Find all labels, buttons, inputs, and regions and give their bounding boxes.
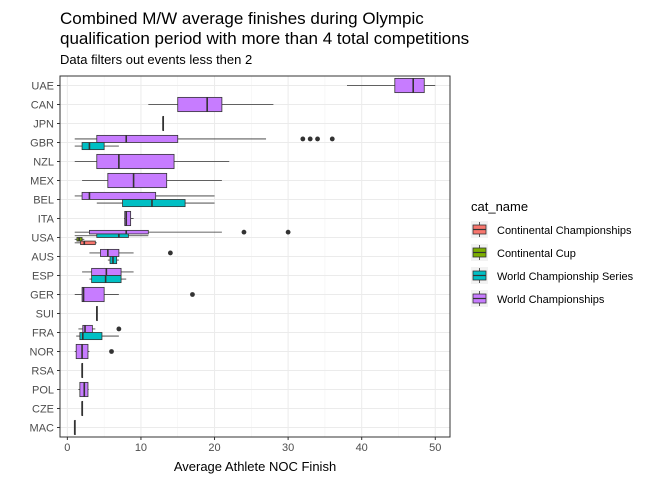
outlier-point [109, 349, 114, 354]
box-nzl-world-championships [74, 153, 230, 170]
box-ita-world-championships [124, 210, 134, 227]
box-fra-world-championships [78, 324, 122, 333]
legend-label: World Championship Series [497, 271, 634, 283]
box-iqr [80, 240, 96, 246]
box-usa-continental-championships [74, 240, 97, 246]
box-fra-world-championship-series [76, 332, 119, 341]
box-iqr [124, 210, 132, 227]
legend-label: Continental Championships [497, 225, 632, 237]
box-iqr [81, 142, 105, 151]
box-iqr [122, 199, 186, 208]
outlier-point [285, 229, 291, 235]
x-tick-label: 30 [282, 442, 294, 454]
y-tick-label-ger: GER [30, 290, 54, 302]
box-marks [73, 77, 436, 436]
box-iqr [81, 191, 157, 200]
box-iqr [96, 233, 129, 238]
box-iqr [81, 286, 105, 303]
outlier-point [307, 136, 313, 142]
y-axis: UAE CAN JPN GBR NZL MEX BEL ITA USA AUS ESP GER SUI F… [30, 81, 60, 435]
box-can-world-championships [148, 96, 274, 113]
box-iqr [100, 248, 120, 257]
box-mac-world-championships [73, 419, 76, 436]
outlier-point [116, 326, 122, 332]
y-tick-label-can: CAN [31, 100, 54, 112]
y-tick-label-sui: SUI [36, 309, 54, 321]
y-tick-label-fra: FRA [32, 328, 55, 340]
box-mex-world-championships [82, 172, 222, 189]
box-nor-world-championships [74, 343, 114, 360]
box-iqr [177, 96, 223, 113]
legend-title: cat_name [471, 199, 528, 214]
box-iqr [79, 332, 103, 341]
box-usa-world-championship-series [74, 233, 149, 238]
outlier-point [190, 292, 195, 297]
x-tick-label: 10 [135, 442, 147, 454]
box-gbr-world-championship-series [74, 142, 119, 151]
box-iqr [89, 229, 149, 235]
chart-title-line-1: Combined M/W average finishes during Oly… [60, 9, 424, 28]
box-gbr-world-championships [74, 134, 335, 143]
x-axis-title: Average Athlete NOC Finish [174, 459, 336, 474]
x-tick-label: 0 [64, 442, 70, 454]
box-aus-world-championship-series [107, 256, 119, 265]
y-tick-label-usa: USA [31, 233, 54, 245]
box-bel-world-championships [74, 191, 215, 200]
legend: cat_name Continental Championships Contin… [471, 199, 634, 307]
chart-title-line-2: qualification period with more than 4 to… [60, 29, 469, 48]
y-tick-label-cze: CZE [32, 404, 54, 416]
legend-item-world-championship-series: World Championship Series [471, 267, 634, 284]
outlier-point [241, 229, 247, 235]
y-tick-label-gbr: GBR [30, 138, 54, 150]
legend-item-world-championships: World Championships [471, 290, 605, 307]
y-tick-label-mac: MAC [30, 423, 55, 435]
x-tick-label: 20 [208, 442, 220, 454]
box-iqr [107, 172, 168, 189]
box-usa-continental-cup [74, 237, 85, 242]
outlier-point [329, 136, 335, 142]
y-tick-label-aus: AUS [31, 252, 54, 264]
y-tick-label-bel: BEL [33, 195, 54, 207]
y-tick-label-jpn: JPN [33, 119, 54, 131]
x-tick-label: 50 [429, 442, 441, 454]
y-tick-label-mex: MEX [30, 176, 55, 188]
box-bel-world-championship-series [96, 199, 215, 208]
box-rsa-world-championships [81, 362, 84, 379]
box-cze-world-championships [81, 400, 84, 417]
outlier-point [167, 250, 173, 256]
outlier-point [315, 136, 320, 142]
legend-label: Continental Cup [497, 248, 576, 260]
box-sui-world-championships [95, 305, 98, 322]
outlier-point [300, 136, 306, 142]
box-ger-world-championships [74, 286, 195, 303]
box-iqr [96, 134, 179, 143]
y-tick-label-ita: ITA [38, 214, 55, 226]
y-tick-label-uae: UAE [31, 81, 54, 93]
legend-label: World Championships [497, 294, 605, 306]
y-tick-label-rsa: RSA [31, 366, 54, 378]
box-pol-world-championships [78, 381, 89, 398]
box-esp-world-championship-series [89, 275, 127, 284]
y-tick-label-nor: NOR [30, 347, 55, 359]
box-iqr [394, 77, 425, 94]
chart-subtitle: Data filters out events less then 2 [60, 52, 252, 67]
x-axis: 0 10 20 30 40 50 [64, 437, 441, 454]
legend-item-continental-cup: Continental Cup [471, 244, 576, 261]
box-iqr [96, 153, 175, 170]
y-tick-label-nzl: NZL [33, 157, 54, 169]
y-tick-label-esp: ESP [32, 271, 54, 283]
legend-item-continental-championships: Continental Championships [471, 221, 632, 238]
box-jpn-world-championships [162, 115, 165, 132]
box-uae-world-championships [346, 77, 436, 94]
x-tick-label: 40 [356, 442, 368, 454]
y-tick-label-pol: POL [32, 385, 54, 397]
